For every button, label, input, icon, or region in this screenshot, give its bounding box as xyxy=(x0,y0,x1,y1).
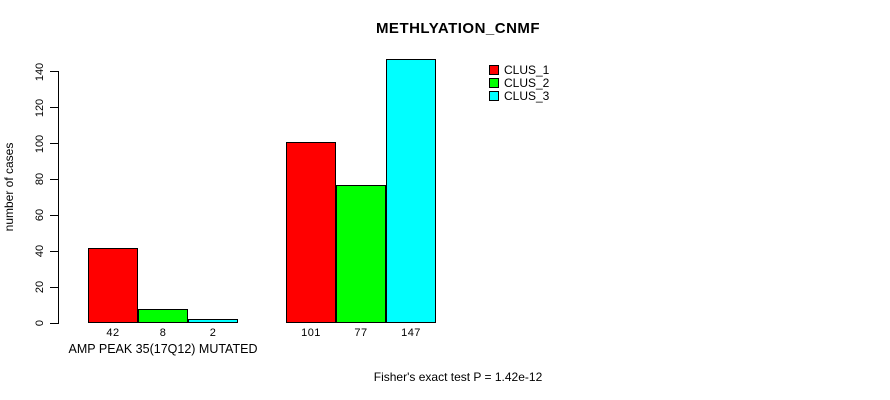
y-tick-mark xyxy=(50,322,59,324)
y-tick-label: 120 xyxy=(34,98,46,117)
bar-value-label: 8 xyxy=(159,327,167,339)
y-tick-mark xyxy=(50,143,59,145)
y-tick-label: 40 xyxy=(34,245,46,258)
legend-swatch-icon xyxy=(489,90,499,101)
legend-swatch-icon xyxy=(489,64,499,75)
legend: CLUS_1 CLUS_2 CLUS_3 xyxy=(489,62,550,103)
bar-value-label: 101 xyxy=(301,327,321,339)
bar-value-label: 42 xyxy=(106,327,120,339)
y-tick-mark xyxy=(50,214,59,216)
legend-swatch-icon xyxy=(489,77,499,88)
legend-entry-clus_1: CLUS_1 xyxy=(489,62,550,77)
y-tick-label: 20 xyxy=(34,280,46,294)
y-tick-mark xyxy=(50,107,59,109)
y-axis-label: number of cases xyxy=(2,142,16,232)
y-tick-mark xyxy=(50,178,59,180)
bar-clus_3-group1 xyxy=(188,319,238,323)
y-tick-label: 0 xyxy=(34,319,46,327)
bar-value-label: 77 xyxy=(354,327,368,339)
bar-clus_3-group2 xyxy=(386,59,436,323)
bar-value-label: 147 xyxy=(401,327,421,339)
y-tick-label: 60 xyxy=(34,209,46,222)
y-tick-label: 80 xyxy=(34,173,46,186)
legend-entry-clus_3: CLUS_3 xyxy=(489,88,550,103)
bar-clus_1-group2 xyxy=(286,142,336,323)
legend-entry-clus_2: CLUS_2 xyxy=(489,75,550,90)
legend-label: CLUS_1 xyxy=(504,62,550,77)
legend-label: CLUS_3 xyxy=(504,88,550,103)
y-tick-mark xyxy=(50,250,59,252)
legend-label: CLUS_2 xyxy=(504,75,550,90)
stat-annotation: Fisher's exact test P = 1.42e-12 xyxy=(373,370,543,384)
chart-title: METHLYATION_CNMF xyxy=(375,20,541,37)
y-tick-label: 100 xyxy=(34,134,46,153)
category-label: AMP PEAK 35(17Q12) MUTATED xyxy=(68,342,258,356)
y-tick-mark xyxy=(50,71,59,73)
y-tick-mark xyxy=(50,286,59,288)
bar-value-label: 2 xyxy=(209,327,217,339)
bar-clus_2-group1 xyxy=(138,309,188,323)
bar-clus_2-group2 xyxy=(336,185,386,323)
y-tick-label: 140 xyxy=(34,62,46,81)
bar-clus_1-group1 xyxy=(88,248,138,323)
y-axis-line xyxy=(58,71,59,323)
